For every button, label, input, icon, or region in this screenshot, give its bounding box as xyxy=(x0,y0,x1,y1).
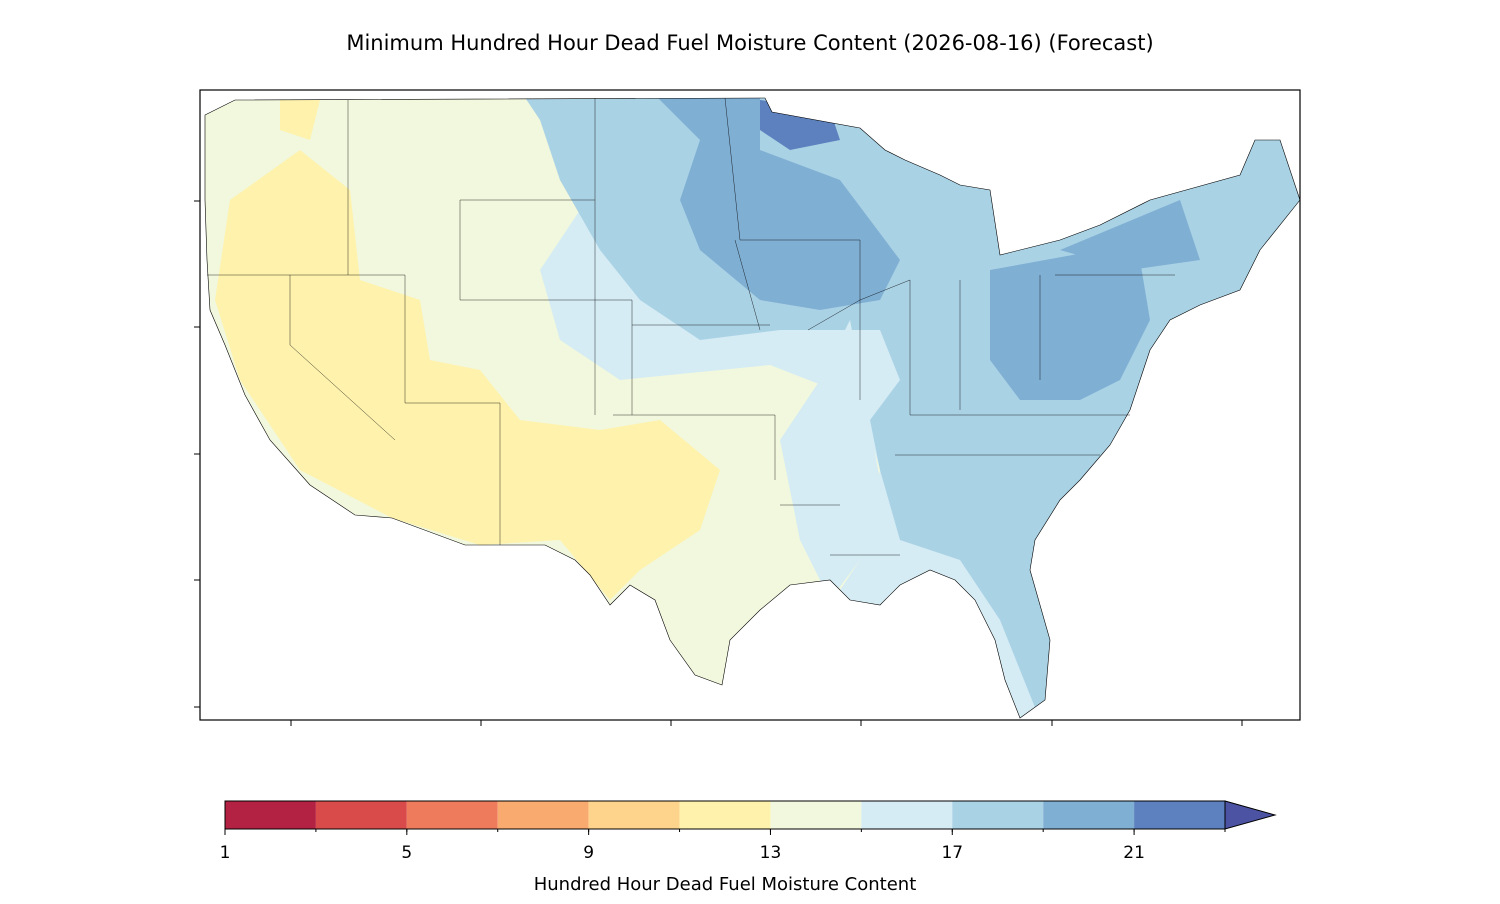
colorbar-frame xyxy=(224,800,1226,830)
colorbar-tick-label: 5 xyxy=(401,843,412,863)
map-frame xyxy=(199,89,1301,721)
colorbar-tick-label: 13 xyxy=(760,843,782,863)
colorbar-segment xyxy=(406,801,498,829)
axis-ticks xyxy=(194,200,1243,726)
state-borders xyxy=(207,97,1175,556)
map-title: Minimum Hundred Hour Dead Fuel Moisture … xyxy=(346,31,1153,55)
colorbar-segment xyxy=(225,801,316,829)
colorbar-label: Hundred Hour Dead Fuel Moisture Content xyxy=(534,874,917,895)
colorbar-segment xyxy=(770,801,862,829)
map-shading xyxy=(205,98,1300,718)
colorbar-segment xyxy=(588,801,680,829)
colorbar-tick-label: 17 xyxy=(941,843,963,863)
colorbar-tick-label: 9 xyxy=(583,843,594,863)
colorbar: 1 5 9 13 17 21 xyxy=(220,800,1277,863)
colorbar-tick-label: 21 xyxy=(1123,843,1145,863)
colorbar-segment xyxy=(497,801,589,829)
colorbar-segment xyxy=(1043,801,1135,829)
colorbar-extend xyxy=(1224,800,1277,830)
colorbar-segment xyxy=(1134,801,1225,829)
colorbar-segment xyxy=(679,801,771,829)
colorbar-segment xyxy=(315,801,407,829)
colorbar-tick-label: 1 xyxy=(220,843,231,863)
colorbar-segment xyxy=(861,801,953,829)
colorbar-segment xyxy=(952,801,1044,829)
